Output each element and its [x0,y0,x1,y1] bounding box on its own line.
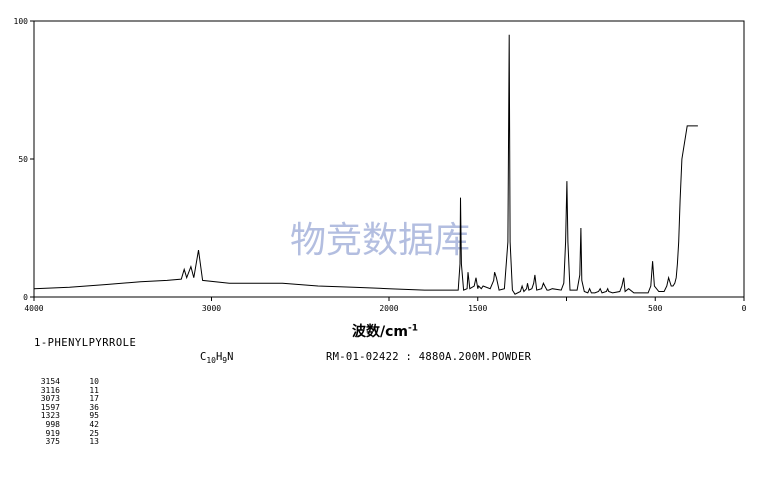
peak-wavenumber: 1323 [40,411,60,421]
y-tick-label: 0 [23,293,28,302]
x-axis-label: 波数/cm-1 [352,323,418,340]
x-tick-label: 500 [648,304,663,313]
peak-table: 3154 10 3116 11 3073 17 1597 36 1323 95 998 42 919 25… [36,377,99,447]
peak-wavenumber: 1597 [40,402,60,412]
record-info: RM-01-02422 : 4880A.200M.POWDER [326,351,532,363]
y-tick-label: 50 [18,155,28,164]
peak-wavenumber: 3116 [40,385,60,395]
axis-ticks: 4000 3000 2000 1500 500 0 0 50 100 [14,17,747,313]
x-tick-label: 0 [742,304,747,313]
peak-row: 3073 17 [36,395,99,404]
peak-intensity: 25 [89,428,99,438]
plot-frame [33,20,745,298]
x-tick-label: 1500 [468,304,487,313]
watermark: 物竞数据库 [290,220,470,261]
peak-row: 998 42 [36,419,99,430]
spectrum-line [33,34,698,295]
peak-wavenumber: 3073 [40,394,60,404]
peak-intensity: 42 [89,419,99,429]
peak-wavenumber: 375 [45,437,60,447]
peak-intensity: 17 [89,394,99,404]
peak-intensity: 13 [89,437,99,447]
x-tick-label: 4000 [24,304,43,313]
peak-intensity: 95 [89,411,99,421]
x-tick-label: 2000 [379,304,398,313]
peak-row: 3154 10 [36,377,99,387]
peak-wavenumber: 919 [45,428,60,438]
molecular-formula: C10H9N [200,351,234,366]
peak-wavenumber: 998 [45,419,60,429]
peak-row: 375 13 [36,438,99,447]
peak-row: 919 25 [36,428,99,439]
compound-name: 1-PHENYLPYRROLE [34,337,137,349]
peak-row: 3116 11 [36,385,99,396]
peak-intensity: 10 [89,377,99,386]
peak-row: 1597 36 [36,402,99,413]
x-tick-label: 3000 [202,304,221,313]
peak-wavenumber: 3154 [40,377,60,386]
peak-row: 1323 95 [36,412,99,421]
peak-intensity: 36 [89,402,99,412]
y-tick-label: 100 [14,17,29,26]
peak-intensity: 11 [89,385,99,395]
